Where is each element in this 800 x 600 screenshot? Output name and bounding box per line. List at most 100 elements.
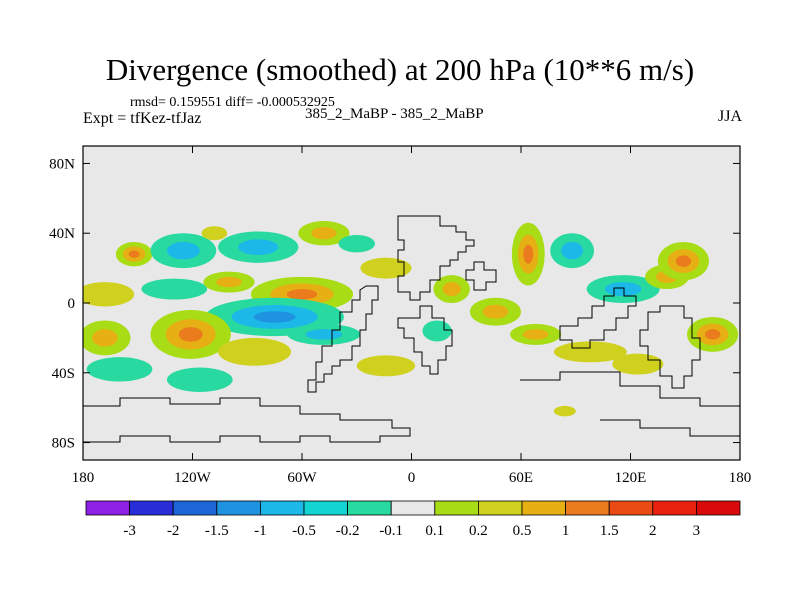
colorbar-label: 0.2 [469, 523, 488, 539]
anomaly-level [704, 329, 721, 340]
coastline-africa [397, 305, 453, 375]
anomaly-7 [83, 282, 135, 307]
anomaly-level [442, 282, 461, 297]
anomaly-8 [141, 278, 208, 300]
colorbar-swatch [390, 500, 436, 516]
colorbar-label: -0.5 [292, 523, 316, 539]
x-tick-label: 180 [729, 470, 752, 486]
colorbar-label: -1.5 [205, 523, 229, 539]
anomaly-level [128, 250, 140, 258]
chart-title: Divergence (smoothed) at 200 hPa (10**6 … [105, 52, 695, 87]
colorbar-swatch [303, 500, 348, 516]
anomaly-level [305, 329, 343, 340]
anomaly-29 [687, 316, 739, 352]
colorbar-swatch [565, 500, 610, 516]
anomaly-24 [510, 323, 562, 345]
anomaly-31 [553, 405, 576, 417]
anomaly-2 [201, 226, 228, 241]
anomaly-level [166, 241, 200, 260]
anomaly-6 [360, 257, 412, 279]
anomaly-level [338, 234, 375, 253]
anomaly-28 [657, 241, 709, 281]
colorbar-swatch [477, 500, 523, 516]
colorbar-swatch [652, 500, 697, 516]
season-label: JJA [717, 108, 742, 125]
anomaly-level [604, 282, 642, 297]
anomaly-level [141, 278, 208, 300]
x-tick-label: 120W [174, 470, 212, 486]
anomaly-level [311, 227, 337, 240]
y-tick-label: 80S [52, 436, 75, 452]
coastline-maritime [559, 287, 637, 349]
coastlines [83, 215, 740, 443]
colorbar-label: 1 [562, 523, 570, 539]
coastline-south-america [307, 285, 379, 393]
anomaly-16 [86, 357, 153, 382]
anomaly-3 [218, 231, 299, 263]
colorbar-swatch [521, 500, 566, 516]
colorbar-label: -3 [123, 523, 136, 539]
coastline-southern-ocean-east [520, 371, 740, 437]
colorbar-label: 0.5 [513, 523, 532, 539]
anomaly-level [201, 226, 228, 241]
map-axes: 180 120W 60W 0 60E 120E 180 80N 40N 0 40S 80S [49, 146, 751, 486]
colorbar: -3 -2 -1.5 -1 -0.5 -0.2 -0.1 0.1 0.2 0.5 1 1.5 2 3 [85, 500, 741, 539]
anomaly-4 [298, 221, 350, 246]
rmsd-diff-stats: rmsd= 0.159551 diff= -0.000532925 [130, 95, 335, 110]
anomaly-level [553, 405, 576, 417]
colorbar-swatch [608, 500, 654, 516]
colorbar-label: -0.2 [336, 523, 360, 539]
anomaly-0 [115, 241, 153, 267]
colorbar-label: 3 [693, 523, 701, 539]
anomaly-level [523, 244, 534, 264]
colorbar-swatch [85, 500, 130, 516]
anomaly-12 [287, 323, 361, 345]
anomaly-level [360, 257, 412, 279]
anomaly-level [178, 327, 203, 342]
anomaly-5 [338, 234, 375, 253]
colorbar-label: -1 [254, 523, 267, 539]
anomaly-17 [166, 367, 233, 392]
anomaly-20 [422, 320, 452, 342]
x-tick-label: 120E [615, 470, 647, 486]
anomaly-18 [356, 355, 416, 377]
anomaly-9 [203, 271, 255, 293]
anomaly-30 [612, 353, 664, 375]
experiment-label: Expt = tfKez-tfJaz [83, 110, 202, 127]
anomaly-23 [550, 233, 594, 269]
x-tick-label: 60E [509, 470, 533, 486]
anomaly-level [522, 329, 549, 340]
colorbar-swatch [216, 500, 261, 516]
colorbar-label: -2 [167, 523, 180, 539]
anomaly-level [356, 355, 416, 377]
anomaly-level [238, 239, 279, 256]
runs-label: 385_2_MaBP - 385_2_MaBP [305, 106, 484, 122]
anomaly-level [561, 241, 584, 260]
anomaly-level [83, 282, 135, 307]
anomaly-level [216, 276, 242, 288]
y-tick-label: 40S [52, 366, 75, 382]
x-tick-label: 0 [408, 470, 416, 486]
colorbar-label: -0.1 [379, 523, 403, 539]
anomaly-22 [511, 222, 545, 286]
y-tick-label: 0 [68, 296, 76, 312]
coastline-north-africa-europe [397, 215, 475, 301]
y-tick-label: 40N [49, 226, 75, 242]
anomaly-level [612, 353, 664, 375]
anomaly-level [286, 289, 318, 300]
colorbar-label: 0.1 [425, 523, 444, 539]
anomaly-level [253, 311, 296, 323]
anomaly-level [166, 367, 233, 392]
colorbar-swatch [129, 500, 174, 516]
anomaly-level [675, 255, 692, 267]
anomaly-21 [469, 297, 521, 326]
anomaly-1 [150, 233, 217, 269]
map-background [83, 146, 740, 460]
anomaly-15 [218, 337, 292, 366]
anomaly-19 [433, 275, 470, 303]
anomaly-level [422, 320, 452, 342]
anomaly-14 [150, 309, 231, 359]
x-tick-label: 60W [287, 470, 317, 486]
x-tick-label: 180 [72, 470, 95, 486]
